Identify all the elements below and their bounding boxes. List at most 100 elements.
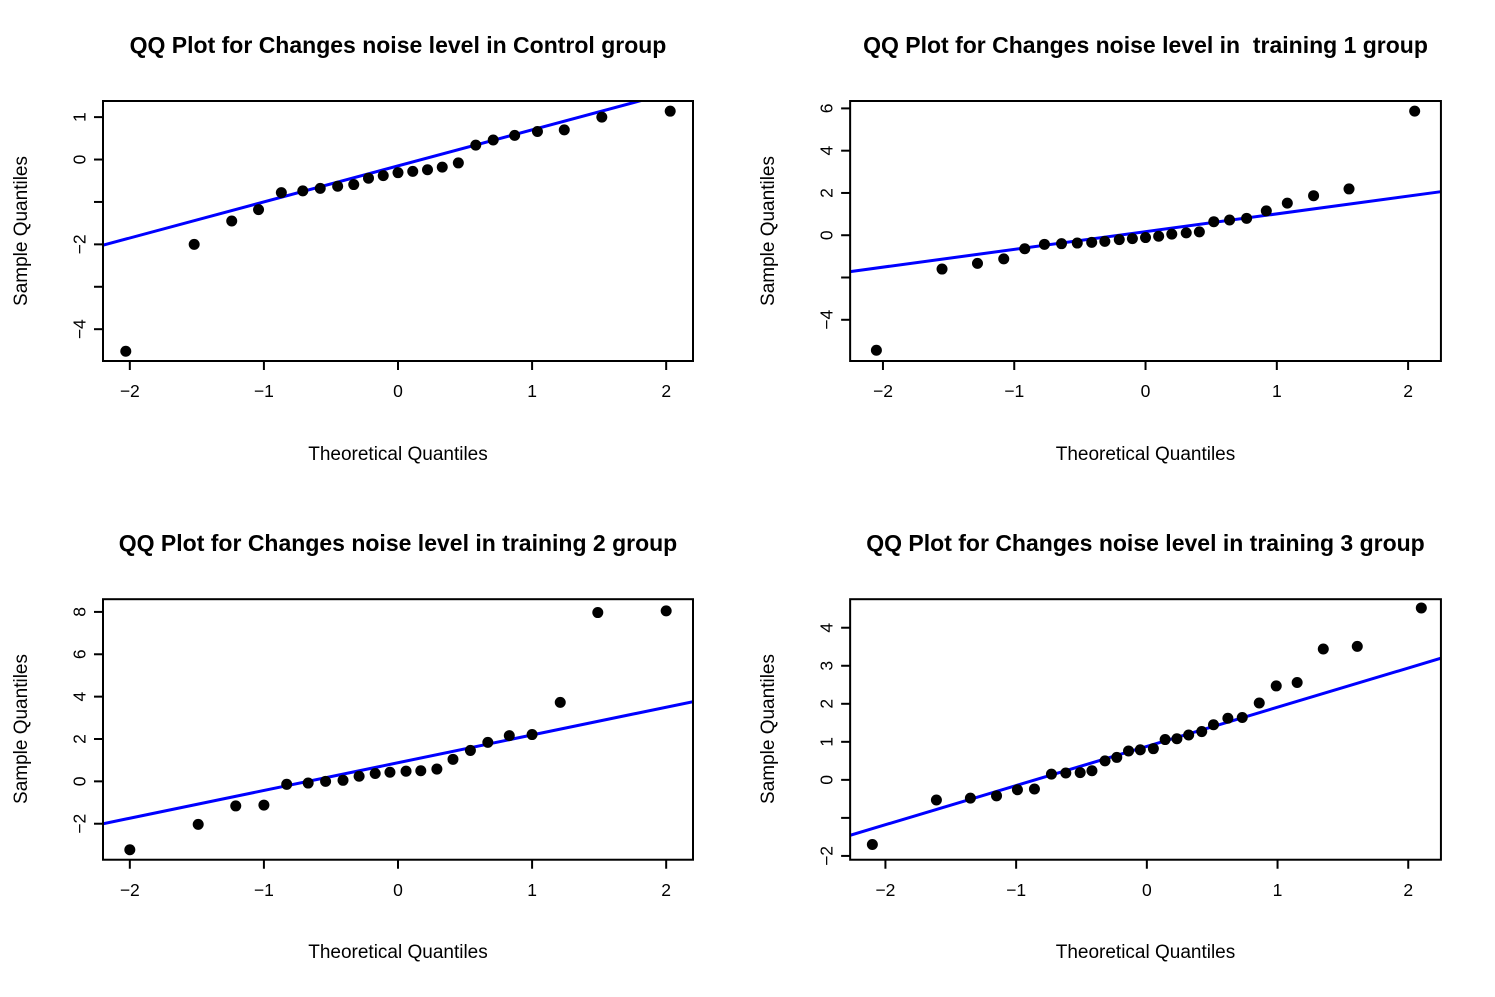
- data-point: [363, 172, 374, 184]
- data-point: [1171, 733, 1183, 745]
- qq-plot-panel-training2: QQ Plot for Changes noise level in train…: [0, 498, 747, 997]
- data-point: [1415, 602, 1427, 614]
- plot-box: [102, 100, 694, 362]
- y-tick-label: −4: [817, 310, 837, 330]
- qq-reference-line: [850, 190, 1441, 274]
- data-point: [1270, 680, 1282, 692]
- data-point: [230, 800, 242, 812]
- y-tick-label: 2: [70, 734, 90, 744]
- data-point: [487, 134, 499, 146]
- data-point: [302, 777, 314, 789]
- data-point: [596, 111, 608, 123]
- y-tick-label: −2: [70, 814, 90, 834]
- data-point: [936, 263, 948, 275]
- data-point: [664, 105, 676, 117]
- x-tick-label: 1: [1273, 880, 1283, 900]
- data-point: [337, 774, 349, 786]
- data-point: [482, 736, 494, 748]
- data-point: [1074, 767, 1086, 779]
- data-point: [930, 794, 942, 806]
- x-tick-label: 1: [1272, 381, 1282, 401]
- data-point: [1196, 726, 1208, 738]
- data-point: [1183, 729, 1195, 741]
- plot-title: QQ Plot for Changes noise level in train…: [866, 530, 1425, 556]
- y-tick-label: 4: [70, 691, 90, 701]
- data-point: [353, 770, 365, 782]
- data-point: [431, 763, 443, 775]
- qq-plot-panel-control: QQ Plot for Changes noise level in Contr…: [0, 0, 747, 498]
- data-point: [281, 778, 293, 790]
- data-point: [415, 765, 427, 777]
- data-point: [1019, 243, 1031, 255]
- qq-reference-line: [850, 656, 1441, 837]
- data-point: [188, 238, 200, 250]
- data-point: [1086, 236, 1098, 248]
- y-tick-label: 6: [70, 649, 90, 659]
- y-tick-label: 0: [817, 775, 837, 785]
- data-point: [509, 129, 521, 141]
- y-tick-label: 4: [817, 146, 837, 156]
- data-point: [1208, 216, 1220, 228]
- data-point: [192, 818, 204, 830]
- data-point: [348, 179, 360, 191]
- x-tick-label: 0: [393, 880, 403, 900]
- data-point: [120, 345, 132, 357]
- y-tick-label: 0: [817, 230, 837, 240]
- data-point: [870, 344, 882, 356]
- data-point: [866, 839, 878, 851]
- data-point: [554, 696, 566, 708]
- data-point: [407, 165, 419, 177]
- data-point: [1236, 711, 1248, 723]
- data-point: [470, 139, 482, 151]
- x-tick-label: −1: [254, 880, 274, 900]
- data-point: [1099, 235, 1111, 247]
- y-tick-label: 3: [817, 661, 837, 671]
- data-point: [226, 215, 238, 227]
- data-point: [1166, 228, 1178, 240]
- y-tick-label: 6: [817, 104, 837, 114]
- y-tick-label: 2: [817, 699, 837, 709]
- data-point: [369, 768, 381, 780]
- data-point: [1134, 744, 1146, 756]
- data-point: [1126, 233, 1138, 245]
- data-point: [1291, 676, 1303, 689]
- x-axis-title: Theoretical Quantiles: [308, 942, 488, 963]
- x-axis-title: Theoretical Quantiles: [1055, 942, 1236, 963]
- data-point: [1038, 238, 1050, 250]
- qq-reference-line: [103, 101, 646, 247]
- data-point: [592, 607, 604, 619]
- data-point: [392, 167, 404, 179]
- x-tick-label: 0: [1142, 880, 1152, 900]
- data-point: [1180, 227, 1192, 239]
- data-point: [464, 744, 476, 756]
- data-point: [400, 765, 412, 777]
- y-tick-label: 4: [817, 623, 837, 633]
- data-point: [558, 124, 570, 136]
- qq-plot-panel-training3: QQ Plot for Changes noise level in train…: [747, 498, 1495, 997]
- qq-plot-svg-training3: −2 −1 0 1 2 4 3 2 1 0 −2: [817, 598, 1442, 900]
- data-point: [422, 164, 433, 176]
- data-point: [320, 775, 332, 787]
- data-point: [1123, 745, 1135, 757]
- y-axis-title: Sample Quantiles: [758, 156, 779, 306]
- plot-title: QQ Plot for Changes noise level in train…: [118, 530, 678, 556]
- x-tick-label: −2: [875, 880, 895, 900]
- data-point: [1099, 755, 1111, 767]
- data-point: [526, 729, 538, 741]
- data-point: [1351, 640, 1363, 652]
- data-point: [503, 730, 515, 742]
- data-point: [314, 182, 326, 194]
- data-point: [1028, 783, 1040, 795]
- x-tick-label: −1: [1006, 880, 1026, 900]
- y-axis-title: Sample Quantiles: [11, 654, 32, 804]
- y-tick-label: −2: [70, 234, 90, 254]
- x-tick-label: 2: [1403, 381, 1413, 401]
- y-tick-label: −4: [70, 319, 90, 339]
- x-axis-title: Theoretical Quantiles: [308, 444, 488, 465]
- data-point: [1343, 183, 1355, 195]
- qq-plot-svg-control: −2 −1 0 1 2 1 0 −2 −4: [70, 100, 694, 401]
- qq-plot-panel-training1: QQ Plot for Changes noise level in train…: [747, 0, 1495, 498]
- data-point: [1060, 767, 1072, 779]
- data-point: [1056, 238, 1068, 250]
- data-point: [1253, 697, 1265, 709]
